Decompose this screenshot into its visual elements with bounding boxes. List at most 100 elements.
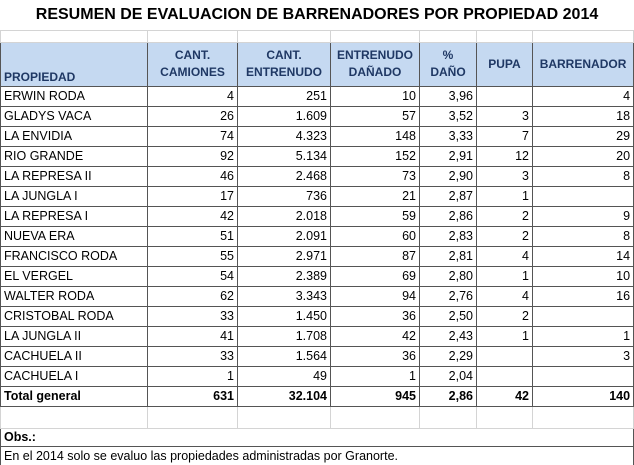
value-cell: 8 <box>531 225 634 247</box>
empty-cell <box>237 405 331 429</box>
data-row: CACHUELA II 33 1.564 36 2,29 3 <box>0 345 634 367</box>
header-text: CANT. <box>174 48 211 62</box>
header-text: DAÑADO <box>348 65 402 79</box>
value-cell: 60 <box>330 225 420 247</box>
name-cell: ERWIN RODA <box>0 85 148 107</box>
header-cell: ENTRENUDO DAÑADO <box>330 41 420 87</box>
value-cell: 69 <box>330 265 420 287</box>
header-text: CAMIONES <box>160 65 225 79</box>
value-cell: 3,33 <box>419 125 477 147</box>
value-cell: 2,81 <box>419 245 477 267</box>
value-cell <box>531 305 634 327</box>
value-cell: 2,90 <box>419 165 477 187</box>
value-cell: 74 <box>147 125 238 147</box>
value-cell: 33 <box>147 345 238 367</box>
value-cell: 1 <box>476 265 533 287</box>
header-text: BARRENADOR <box>539 56 627 71</box>
value-cell: 2,83 <box>419 225 477 247</box>
value-cell: 1 <box>147 365 238 387</box>
value-cell: 32.104 <box>237 385 331 407</box>
value-cell: 4.323 <box>237 125 331 147</box>
value-cell: 42 <box>330 325 420 347</box>
data-row: LA ENVIDIA 74 4.323 148 3,33 7 29 <box>0 125 634 147</box>
value-cell: 152 <box>330 145 420 167</box>
value-cell: 29 <box>531 125 634 147</box>
value-cell: 1 <box>330 365 420 387</box>
value-cell: 2,50 <box>419 305 477 327</box>
name-cell: LA ENVIDIA <box>0 125 148 147</box>
value-cell: 2,43 <box>419 325 477 347</box>
name-cell: LA JUNGLA I <box>0 185 148 207</box>
title: RESUMEN DE EVALUACION DE BARRENADORES PO… <box>35 5 599 23</box>
value-cell: 2,80 <box>419 265 477 287</box>
value-cell: 251 <box>237 85 331 107</box>
value-cell: 33 <box>147 305 238 327</box>
header-row: PROPIEDAD CANT. CAMIONES CANT. ENTRENUDO ENTR… <box>0 41 634 87</box>
value-cell: 46 <box>147 165 238 187</box>
header-cell: CANT. ENTRENUDO <box>237 41 331 87</box>
value-cell: 42 <box>147 205 238 227</box>
value-cell: 16 <box>531 285 634 307</box>
name-cell: CRISTOBAL RODA <box>0 305 148 327</box>
data-row: CACHUELA I 1 49 1 2,04 <box>0 365 634 387</box>
value-cell: 12 <box>476 145 533 167</box>
value-cell: 94 <box>330 285 420 307</box>
value-cell: 55 <box>147 245 238 267</box>
header-text: DAÑO <box>430 65 466 79</box>
value-cell: 59 <box>330 205 420 227</box>
value-cell: 2,29 <box>419 345 477 367</box>
value-cell: 21 <box>330 185 420 207</box>
data-row: ERWIN RODA 4 251 10 3,96 4 <box>0 85 634 107</box>
value-cell: 18 <box>531 105 634 127</box>
value-cell: 1 <box>531 325 634 347</box>
name-cell: FRANCISCO RODA <box>0 245 148 267</box>
value-cell: 54 <box>147 265 238 287</box>
value-cell: 2.389 <box>237 265 331 287</box>
value-cell: 945 <box>330 385 420 407</box>
header-text: CANT. <box>266 48 302 62</box>
value-cell: 2.971 <box>237 245 331 267</box>
value-cell <box>531 365 634 387</box>
value-cell: 2 <box>476 305 533 327</box>
value-cell: 2.468 <box>237 165 331 187</box>
name-cell: CACHUELA I <box>0 365 148 387</box>
value-cell: 2.091 <box>237 225 331 247</box>
value-cell: 36 <box>330 345 420 367</box>
obs-label: Obs.: <box>0 427 634 447</box>
empty-cell <box>330 405 420 429</box>
empty-cell <box>476 405 533 429</box>
value-cell: 1.708 <box>237 325 331 347</box>
value-cell: 10 <box>330 85 420 107</box>
data-row: LA JUNGLA II 41 1.708 42 2,43 1 1 <box>0 325 634 347</box>
note-row: En el 2014 solo se evaluo las propiedade… <box>0 445 634 465</box>
value-cell: 20 <box>531 145 634 167</box>
value-cell: 2,86 <box>419 385 477 407</box>
data-row: LA REPRESA II 46 2.468 73 2,90 3 8 <box>0 165 634 187</box>
value-cell: 631 <box>147 385 238 407</box>
empty-cell <box>0 405 148 429</box>
value-cell: 10 <box>531 265 634 287</box>
data-row: RIO GRANDE 92 5.134 152 2,91 12 20 <box>0 145 634 167</box>
name-cell: NUEVA ERA <box>0 225 148 247</box>
value-cell: 1.450 <box>237 305 331 327</box>
value-cell: 5.134 <box>237 145 331 167</box>
data-row: LA JUNGLA I 17 736 21 2,87 1 <box>0 185 634 207</box>
header-text: ENTRENUDO <box>245 65 322 79</box>
name-cell: LA JUNGLA II <box>0 325 148 347</box>
value-cell: 1 <box>476 185 533 207</box>
value-cell: 140 <box>531 385 634 407</box>
value-cell: 14 <box>531 245 634 267</box>
value-cell: 36 <box>330 305 420 327</box>
value-cell: 49 <box>237 365 331 387</box>
value-cell: 4 <box>147 85 238 107</box>
header-cell: CANT. CAMIONES <box>147 41 238 87</box>
empty-cell <box>531 405 634 429</box>
value-cell: 3,52 <box>419 105 477 127</box>
value-cell: 17 <box>147 185 238 207</box>
header-cell: BARRENADOR <box>531 41 634 87</box>
header-text: PUPA <box>488 56 521 71</box>
value-cell: 3,96 <box>419 85 477 107</box>
value-cell: 4 <box>531 85 634 107</box>
